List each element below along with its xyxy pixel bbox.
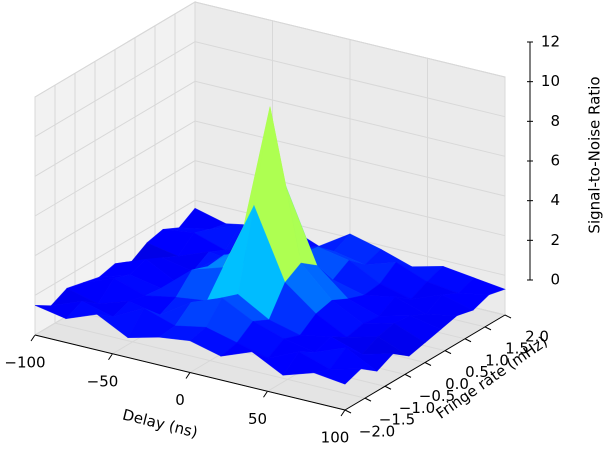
tick-mark bbox=[263, 390, 268, 398]
surface-cell bbox=[312, 368, 362, 385]
z-tick-label: 6 bbox=[550, 152, 560, 170]
grid-line bbox=[34, 1, 506, 98]
tick-mark bbox=[504, 314, 512, 319]
tick-mark bbox=[344, 409, 352, 414]
tick-mark bbox=[464, 338, 472, 343]
grid-line bbox=[34, 199, 506, 296]
x-tick-label: 0 bbox=[175, 391, 185, 409]
tick-mark bbox=[185, 372, 191, 379]
grid-line bbox=[34, 80, 506, 177]
x-tick-label: 100 bbox=[321, 429, 350, 447]
tick-mark bbox=[384, 385, 392, 390]
tick-mark bbox=[30, 334, 36, 342]
y-tick-label: 2.0 bbox=[525, 328, 549, 346]
tick-mark bbox=[484, 326, 492, 331]
x-axis-label: Delay (ns) bbox=[121, 405, 200, 441]
y-tick-label: −1.5 bbox=[379, 411, 415, 429]
tick-mark bbox=[444, 350, 452, 355]
x-tick-label: −50 bbox=[87, 372, 119, 390]
z-tick-label: 4 bbox=[550, 191, 560, 209]
y-tick-label: 1.0 bbox=[485, 351, 509, 369]
x-tick-label: −100 bbox=[4, 354, 45, 372]
tick-mark bbox=[424, 362, 432, 366]
y-tick-label: −2.0 bbox=[359, 423, 395, 441]
tick-mark bbox=[364, 397, 372, 402]
z-tick-label: 8 bbox=[550, 112, 560, 130]
z-tick-label: 12 bbox=[541, 33, 560, 51]
y-tick-label: 0.0 bbox=[445, 375, 469, 393]
x-tick-label: 50 bbox=[248, 410, 267, 428]
grid-line bbox=[34, 120, 506, 217]
grid-line bbox=[34, 160, 506, 257]
y-tick-label: −0.5 bbox=[419, 387, 455, 405]
z-tick-label: 0 bbox=[550, 271, 560, 289]
x-axis-line bbox=[34, 334, 346, 411]
y-tick-label: 0.5 bbox=[465, 363, 489, 381]
y-tick-label: 1.5 bbox=[505, 339, 529, 357]
z-tick-label: 2 bbox=[550, 231, 560, 249]
tick-mark bbox=[340, 409, 346, 417]
y-axis-line bbox=[344, 314, 506, 411]
grid-line bbox=[34, 41, 506, 138]
z-axis-label: Signal-to-Noise Ratio bbox=[586, 76, 604, 233]
tick-mark bbox=[108, 353, 113, 361]
y-tick-label: −1.0 bbox=[399, 399, 435, 417]
tick-mark bbox=[404, 373, 412, 378]
z-tick-label: 10 bbox=[541, 72, 560, 90]
